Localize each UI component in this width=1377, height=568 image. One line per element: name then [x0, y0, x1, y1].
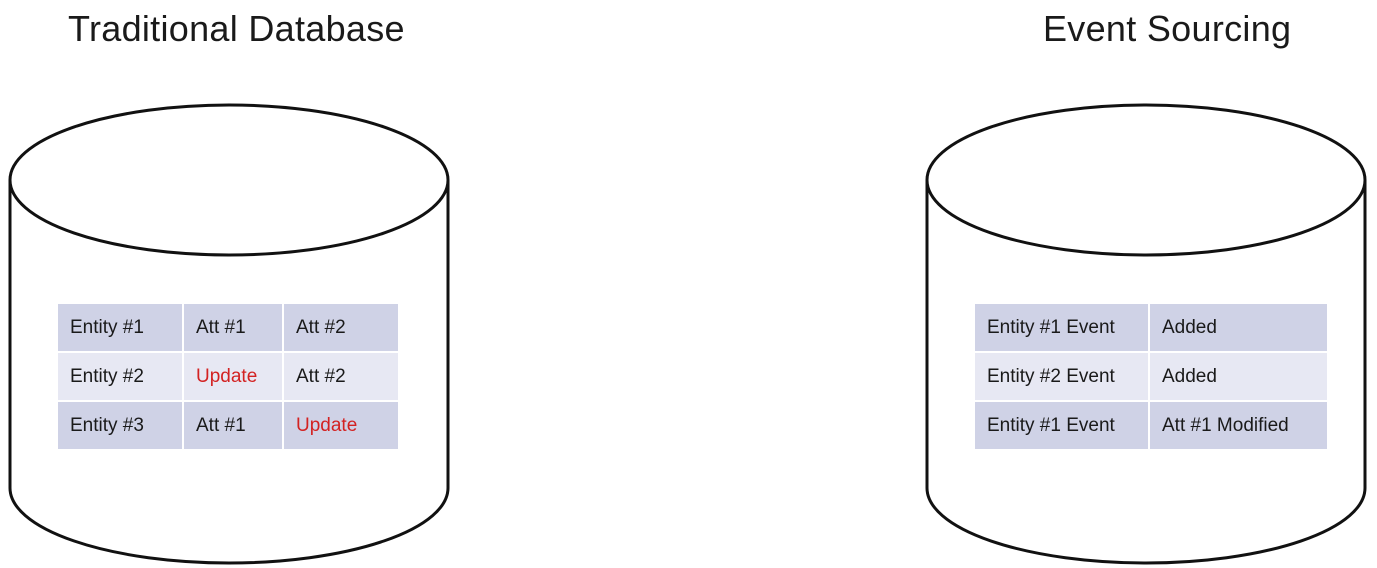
action-cell: Added [1148, 351, 1329, 402]
traditional-database-title: Traditional Database [68, 8, 405, 49]
event-cell: Entity #1 Event [973, 302, 1150, 353]
table-row: Entity #1 Event Added [973, 302, 1329, 353]
traditional-database-table: Entity #1 Att #1 Att #2 Entity #2 Update… [56, 302, 400, 451]
attribute-1-cell-updated: Update [182, 351, 284, 402]
entity-cell: Entity #1 [56, 302, 184, 353]
table-row: Entity #2 Update Att #2 [56, 351, 400, 402]
attribute-1-cell: Att #1 [182, 400, 284, 451]
event-cell: Entity #2 Event [973, 351, 1150, 402]
table-row: Entity #1 Att #1 Att #2 [56, 302, 400, 353]
table-row: Entity #1 Event Att #1 Modified [973, 400, 1329, 451]
entity-cell: Entity #2 [56, 351, 184, 402]
attribute-2-cell: Att #2 [282, 302, 400, 353]
action-cell: Att #1 Modified [1148, 400, 1329, 451]
event-sourcing-table: Entity #1 Event Added Entity #2 Event Ad… [973, 302, 1329, 451]
attribute-1-cell: Att #1 [182, 302, 284, 353]
attribute-2-cell-updated: Update [282, 400, 400, 451]
event-cell: Entity #1 Event [973, 400, 1150, 451]
table-row: Entity #2 Event Added [973, 351, 1329, 402]
table-row: Entity #3 Att #1 Update [56, 400, 400, 451]
action-cell: Added [1148, 302, 1329, 353]
entity-cell: Entity #3 [56, 400, 184, 451]
event-sourcing-title: Event Sourcing [1043, 8, 1292, 49]
attribute-2-cell: Att #2 [282, 351, 400, 402]
